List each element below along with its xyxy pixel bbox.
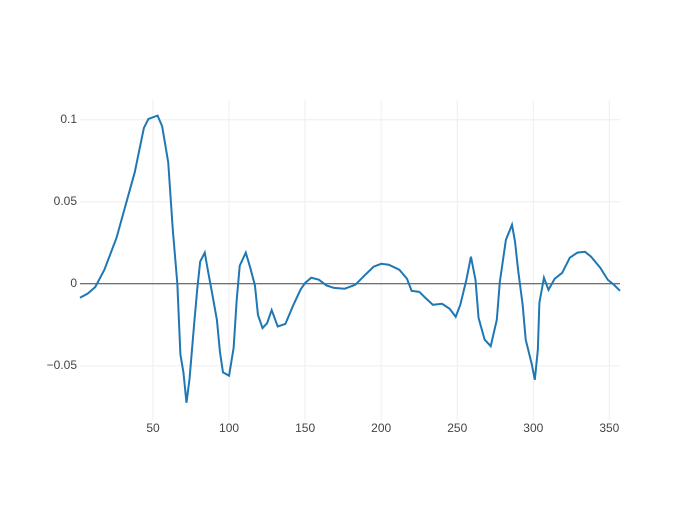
x-tick-label: 50 bbox=[146, 421, 160, 435]
x-tick-label: 200 bbox=[371, 421, 391, 435]
y-tick-label: 0.1 bbox=[60, 112, 77, 126]
y-tick-label: 0 bbox=[70, 276, 77, 290]
y-tick-label: 0.05 bbox=[54, 194, 78, 208]
y-tick-label: −0.05 bbox=[47, 358, 78, 372]
x-tick-label: 100 bbox=[219, 421, 239, 435]
x-tick-label: 250 bbox=[447, 421, 467, 435]
line bbox=[79, 114, 621, 403]
x-tick-label: 150 bbox=[295, 421, 315, 435]
x-tick-label: 350 bbox=[599, 421, 619, 435]
x-tick-label: 300 bbox=[523, 421, 543, 435]
